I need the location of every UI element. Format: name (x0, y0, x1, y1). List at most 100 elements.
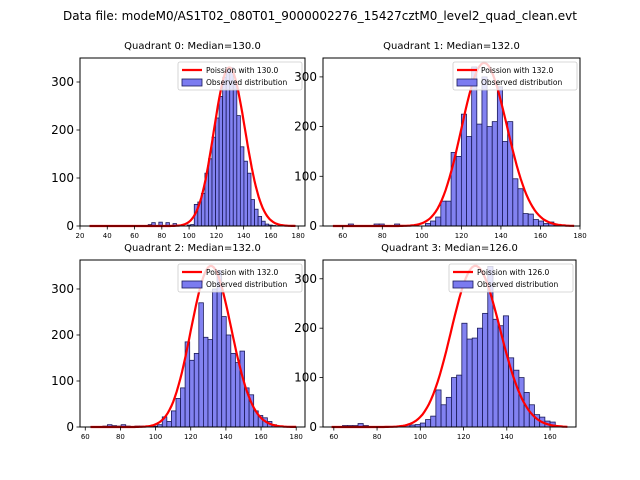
y-tick-label: 0 (309, 219, 317, 233)
histogram-bar (538, 220, 545, 227)
histogram-bar (198, 302, 204, 428)
histogram-bar (254, 208, 259, 227)
x-tick-label: 120 (210, 232, 223, 240)
x-tick-label: 160 (543, 433, 556, 441)
x-tick-label: 120 (457, 433, 470, 441)
x-tick-label: 100 (414, 433, 427, 441)
legend-label-poisson: Poission with 126.0 (477, 268, 550, 277)
histogram-bar (471, 66, 478, 227)
legend-box (177, 263, 303, 293)
x-tick-label: 60 (338, 232, 347, 240)
x-tick-label: 100 (182, 232, 195, 240)
x-tick-label: 80 (373, 433, 382, 441)
subplot-title: Quadrant 3: Median=126.0 (381, 243, 518, 254)
histogram-bar (522, 213, 529, 227)
histogram-bar (482, 312, 489, 428)
histogram-bar (229, 67, 234, 227)
histogram-bar (234, 362, 241, 428)
histogram-bar (189, 359, 195, 428)
histogram-bar (202, 336, 209, 428)
histogram-bar (419, 422, 426, 428)
x-tick-label: 140 (219, 433, 232, 441)
legend: Poission with 132.0 Observed distribution (177, 263, 303, 293)
legend-label-poisson: Poission with 132.0 (481, 66, 554, 75)
histogram-bar (250, 199, 255, 227)
histogram-bar (460, 113, 467, 227)
histogram-bar (222, 76, 227, 227)
histogram-bar (492, 318, 499, 428)
legend-label-observed: Observed distribution (477, 280, 558, 289)
histogram-bar (455, 156, 462, 227)
histogram-bar (502, 315, 509, 428)
x-tick-label: 160 (534, 232, 547, 240)
subplot-quadrant-3: Quadrant 3: Median=126.0 60 80 100 120 140 160… (294, 243, 577, 441)
y-tick-label: 100 (51, 374, 74, 388)
x-tick-label: 140 (494, 232, 507, 240)
histogram-bar (218, 96, 224, 227)
histogram-bar (461, 322, 468, 428)
subplot-quadrant-2: Quadrant 2: Median=132.0 60 80 100 120 140 160… (51, 243, 306, 441)
histogram-bar (175, 398, 181, 428)
histogram-bar (435, 216, 442, 227)
histogram-bar (435, 389, 442, 428)
histogram-bar (471, 337, 478, 428)
x-tick-label: 180 (291, 232, 304, 240)
x-tick-label: 180 (290, 433, 303, 441)
histogram-bar (476, 327, 483, 428)
x-tick-label: 80 (157, 232, 166, 240)
y-tick-label: 200 (51, 328, 74, 342)
histogram-bar (230, 352, 236, 428)
histogram-bar (512, 178, 519, 227)
legend-box (452, 61, 578, 91)
histogram-bar (532, 219, 539, 227)
histogram-bar (212, 288, 218, 428)
histogram-bar (527, 213, 534, 227)
histogram-bar (430, 415, 437, 428)
histogram-bar (466, 338, 473, 428)
y-tick-label: 300 (294, 272, 317, 286)
legend-label-observed: Observed distribution (206, 78, 287, 87)
histogram-bar (239, 146, 245, 227)
y-tick-label: 100 (51, 171, 74, 185)
histogram-bar (208, 158, 213, 227)
legend-bar-swatch (181, 78, 203, 87)
y-tick-label: 100 (294, 169, 317, 183)
histogram-bar (232, 81, 238, 227)
y-tick-label: 200 (294, 321, 317, 335)
x-tick-label: 120 (184, 433, 197, 441)
x-tick-label: 120 (455, 232, 468, 240)
histogram-bar (466, 136, 473, 227)
legend-label-observed: Observed distribution (481, 78, 562, 87)
x-tick-label: 100 (415, 232, 428, 240)
x-tick-label: 160 (254, 433, 267, 441)
y-tick-label: 0 (66, 420, 74, 434)
histogram-bar (502, 141, 509, 227)
y-tick-label: 200 (294, 120, 317, 134)
legend-label-poisson: Poission with 130.0 (206, 66, 279, 75)
x-tick-label: 100 (149, 433, 162, 441)
y-tick-label: 0 (309, 420, 317, 434)
figure-title: Data file: modeM0/AS1T02_080T01_90000022… (63, 9, 577, 23)
x-tick-label: 140 (500, 433, 513, 441)
histogram-bar (257, 215, 263, 227)
x-tick-label: 40 (103, 232, 112, 240)
subplot-quadrant-1: Quadrant 1: Median=132.0 60 80 100 120 140 160… (294, 41, 587, 240)
y-tick-label: 300 (51, 75, 74, 89)
legend-bar-swatch (456, 78, 478, 87)
histogram-bar (261, 220, 266, 227)
histogram-bar (456, 374, 463, 428)
histogram-bar (425, 419, 432, 428)
y-tick-label: 300 (51, 282, 74, 296)
x-tick-label: 60 (81, 433, 90, 441)
axes-frame (322, 259, 577, 428)
histogram-bar (445, 200, 452, 227)
subplot-title: Quadrant 0: Median=130.0 (124, 41, 261, 52)
legend-label-poisson: Poission with 132.0 (206, 268, 279, 277)
histogram-bar (171, 410, 177, 428)
legend: Poission with 130.0 Observed distribution (177, 61, 303, 91)
legend-bar-swatch (181, 280, 203, 289)
histogram-bar (247, 172, 252, 227)
subplot-quadrant-0: Quadrant 0: Median=130.0 20 40 60 80 100 120 14… (51, 41, 306, 240)
x-tick-label: 80 (378, 232, 387, 240)
